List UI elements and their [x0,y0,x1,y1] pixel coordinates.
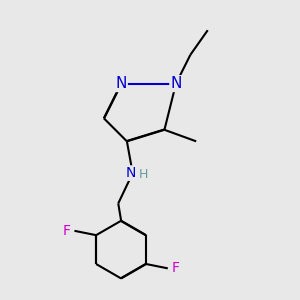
Text: F: F [62,224,70,238]
Text: F: F [172,261,180,275]
Text: N: N [125,166,136,180]
Text: H: H [139,168,148,181]
Text: N: N [116,76,127,91]
Text: N: N [170,76,182,91]
